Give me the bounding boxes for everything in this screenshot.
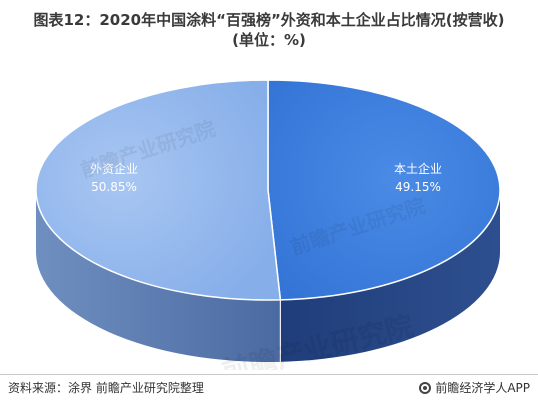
chart-title-main: 图表12：2020年中国涂料“百强榜”外资和本土企业占比情况(按营收)	[33, 11, 505, 29]
brand-name: 前瞻经济学人APP	[435, 381, 530, 395]
source-note: 资料来源：涂界 前瞻产业研究院整理	[8, 381, 204, 395]
pie-slice-waizi	[35, 79, 282, 301]
data-label-category-bentu: 本土企业	[394, 161, 442, 176]
brand-credit: 前瞻经济学人APP	[419, 379, 530, 396]
pie-side-slice-2	[36, 190, 281, 362]
chart-title-unit: (单位：%)	[232, 31, 306, 49]
pie-slice-bentu	[267, 79, 501, 301]
data-label-category-waizi: 外资企业	[90, 161, 138, 176]
footer-divider	[0, 374, 538, 375]
chart-title: 图表12：2020年中国涂料“百强榜”外资和本土企业占比情况(按营收) (单位：…	[0, 10, 538, 50]
pie-side-slice-1	[280, 190, 500, 362]
brand-logo-icon	[419, 381, 432, 394]
data-label-value-waizi: 50.85%	[91, 180, 137, 194]
data-label-value-bentu: 49.15%	[395, 180, 441, 194]
